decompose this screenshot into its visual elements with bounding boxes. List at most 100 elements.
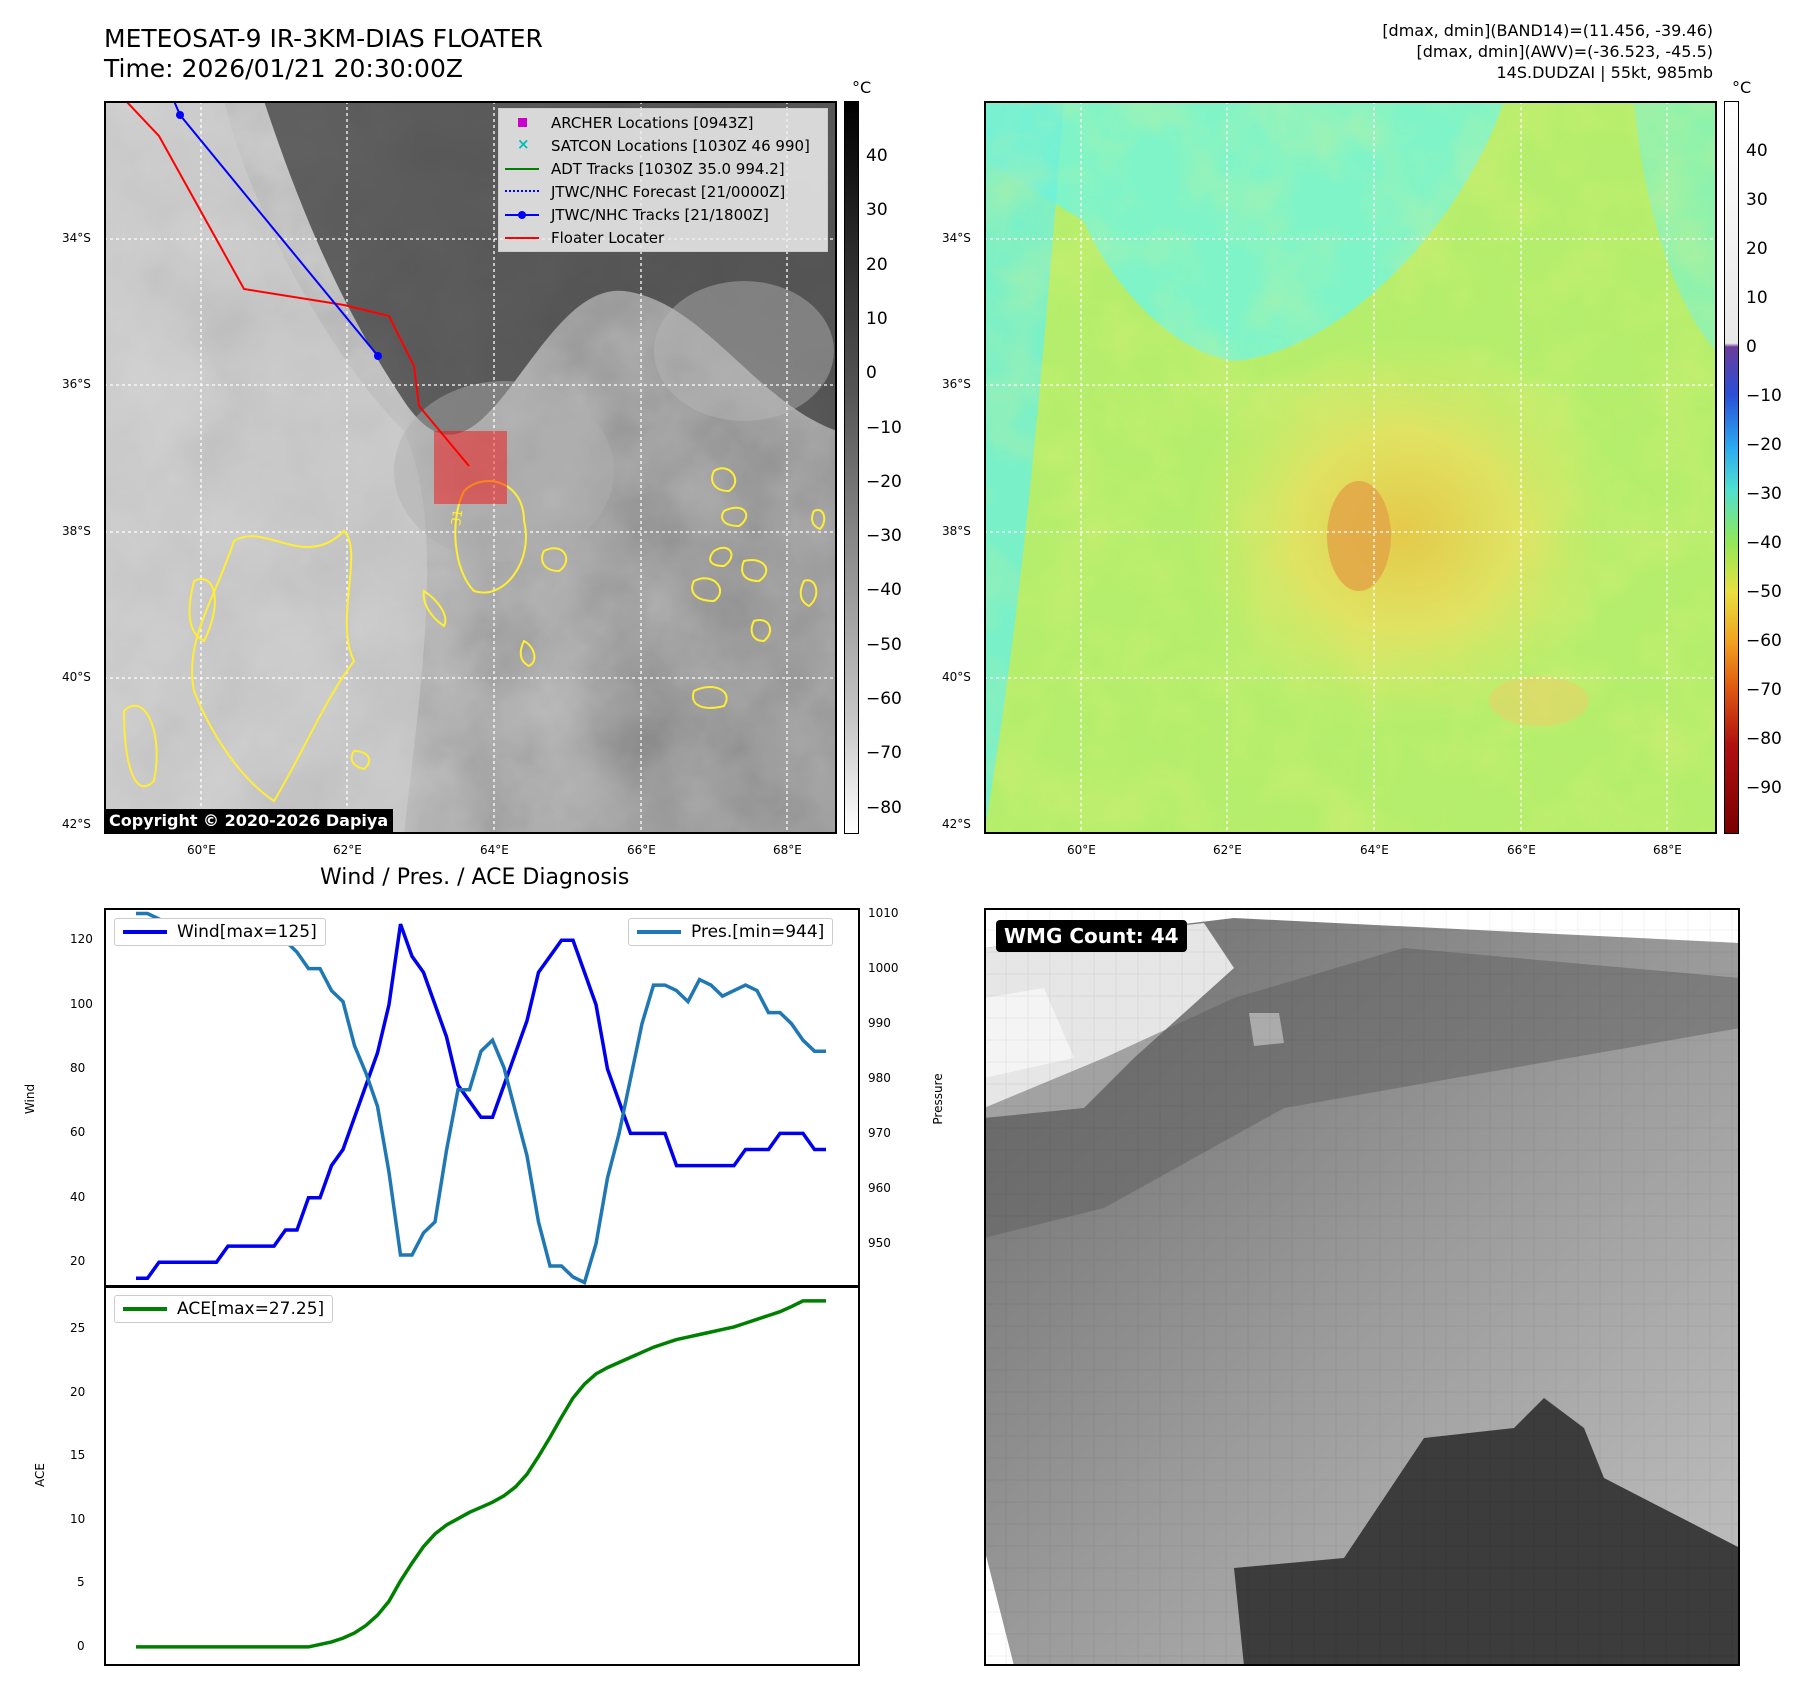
title-line2: Time: 2026/01/21 20:30:00Z — [104, 54, 463, 83]
wv-colorbar-tick: −60 — [1746, 631, 1782, 651]
pressure-tick-label: 990 — [868, 1015, 891, 1030]
legend-item-archer: ARCHER Locations [0943Z] — [499, 112, 827, 134]
wv-lat-tick: 38°S — [942, 524, 971, 538]
ir-lon-tick: 62°E — [333, 843, 362, 857]
ir-colorbar-tick: 40 — [866, 146, 888, 166]
ir-colorbar-tick: 30 — [866, 200, 888, 221]
ace-tick-label: 25 — [70, 1321, 86, 1336]
ir-colorbar-tick: −40 — [866, 580, 902, 601]
ir-lat-tick: 34°S — [62, 231, 91, 245]
wv-colorbar-tick: −70 — [1746, 680, 1782, 700]
ir-colorbar-tick: −80 — [866, 797, 902, 818]
wv-colorbar-tick: −20 — [1746, 435, 1782, 455]
wv-lon-tick: 66°E — [1507, 843, 1536, 857]
wv-lat-tick: 34°S — [942, 231, 971, 245]
wv-colorbar-tick: −50 — [1746, 582, 1782, 602]
wv-gridlines — [984, 101, 1717, 834]
pres-legend-label: Pres.[min=944] — [691, 922, 825, 942]
legend-line-icon — [123, 930, 167, 934]
pressure-legend: Pres.[min=944] — [628, 918, 834, 946]
wv-colorbar-tick: 10 — [1746, 288, 1768, 308]
wv-lat-tick: 42°S — [942, 817, 971, 831]
jtwc-track-point — [176, 111, 184, 119]
wind-legend-label: Wind[max=125] — [177, 922, 317, 942]
x-marker-icon: × — [517, 135, 530, 153]
wv-colorbar-tick: 40 — [1746, 141, 1768, 161]
ir-colorbar-tick: 20 — [866, 254, 888, 275]
ir-colorbar-unit: °C — [852, 78, 872, 97]
ace-frame — [104, 1285, 860, 1666]
legend-item-jtwc-forecast: JTWC/NHC Forecast [21/0000Z] — [499, 181, 827, 203]
wv-colorbar — [1724, 101, 1739, 834]
dotted-line-icon — [505, 190, 539, 192]
wv-lon-tick: 64°E — [1360, 843, 1389, 857]
wind-line — [136, 923, 826, 1281]
ir-lon-tick: 68°E — [773, 843, 802, 857]
ir-colorbar — [844, 101, 859, 834]
wind-pressure-frame — [104, 908, 860, 1288]
pressure-tick-label: 1010 — [868, 905, 899, 920]
ir-lat-tick: 36°S — [62, 377, 91, 391]
legend-label: SATCON Locations [1030Z 46 990] — [551, 137, 810, 155]
wv-colorbar-tick: −80 — [1746, 729, 1782, 749]
figure-title: METEOSAT-9 IR-3KM-DIAS FLOATER Time: 202… — [104, 24, 543, 84]
legend-item-floater: Floater Locater — [499, 227, 827, 249]
wind-legend: Wind[max=125] — [114, 918, 326, 946]
ace-axis-label: ACE — [33, 1463, 47, 1487]
pressure-tick-label: 950 — [868, 1235, 891, 1250]
line-marker-icon — [505, 168, 539, 170]
wmg-panel — [984, 908, 1740, 1666]
wind-tick-label: 80 — [70, 1061, 86, 1076]
wind-tick-label: 20 — [70, 1254, 86, 1269]
legend-item-jtwc-tracks: JTWC/NHC Tracks [21/1800Z] — [499, 204, 827, 226]
jtwc-track-point — [374, 352, 382, 360]
wv-colorbar-tick: −30 — [1746, 484, 1782, 504]
ace-chart — [136, 1299, 826, 1649]
wv-colorbar-tick: 30 — [1746, 190, 1768, 210]
wind-tick-label: 100 — [70, 996, 93, 1011]
wv-colorbar-tick: 20 — [1746, 239, 1768, 259]
wv-colorbar-unit: °C — [1732, 78, 1752, 97]
ir-lon-tick: 66°E — [627, 843, 656, 857]
ir-lat-tick: 38°S — [62, 524, 91, 538]
line-marker-icon — [505, 237, 539, 239]
ir-colorbar-tick: −70 — [866, 743, 902, 764]
wv-image-panel — [984, 101, 1717, 834]
wv-colorbar-tick: −90 — [1746, 778, 1782, 798]
diagnosis-title: Wind / Pres. / ACE Diagnosis — [320, 865, 630, 890]
ir-lon-tick: 60°E — [187, 843, 216, 857]
info-line1: [dmax, dmin](BAND14)=(11.456, -39.46) — [1382, 21, 1713, 40]
wmg-count-badge: WMG Count: 44 — [996, 920, 1187, 952]
wind-tick-label: 120 — [70, 932, 93, 947]
wv-lat-tick: 36°S — [942, 377, 971, 391]
ir-legend: ARCHER Locations [0943Z] × SATCON Locati… — [498, 108, 828, 252]
ir-colorbar-tick: −30 — [866, 526, 902, 547]
ir-colorbar-tick: −60 — [866, 689, 902, 709]
wv-lat-tick: 40°S — [942, 670, 971, 684]
info-line3: 14S.DUDZAI | 55kt, 985mb — [1496, 63, 1714, 82]
legend-label: JTWC/NHC Forecast [21/0000Z] — [551, 183, 786, 201]
pressure-tick-label: 970 — [868, 1125, 891, 1140]
copyright-badge: Copyright © 2020-2026 Dapiya — [104, 809, 394, 832]
info-line2: [dmax, dmin](AWV)=(-36.523, -45.5) — [1416, 42, 1713, 61]
wind-tick-label: 40 — [70, 1189, 86, 1204]
legend-label: Floater Locater — [551, 229, 665, 247]
legend-item-satcon: × SATCON Locations [1030Z 46 990] — [499, 135, 827, 157]
ir-colorbar-tick: −10 — [866, 417, 902, 438]
legend-label: ADT Tracks [1030Z 35.0 994.2] — [551, 160, 785, 178]
wind-axis-label: Wind — [23, 1083, 37, 1115]
ace-tick-label: 20 — [70, 1384, 86, 1399]
wv-colorbar-tick: −10 — [1746, 386, 1782, 406]
ir-colorbar-tick: 10 — [866, 308, 888, 329]
storm-info: [dmax, dmin](BAND14)=(11.456, -39.46) [d… — [1382, 20, 1713, 83]
pressure-axis-label: Pressure — [931, 1073, 945, 1125]
ir-lat-tick: 42°S — [62, 817, 91, 831]
wv-lon-tick: 62°E — [1213, 843, 1242, 857]
ace-tick-label: 15 — [70, 1448, 86, 1463]
dot-marker-icon — [518, 211, 526, 219]
ace-tick-label: 0 — [77, 1638, 85, 1653]
ace-legend-label: ACE[max=27.25] — [177, 1299, 325, 1319]
ir-overlay: -31 — [104, 101, 837, 834]
square-marker-icon — [518, 118, 527, 127]
legend-item-adt: ADT Tracks [1030Z 35.0 994.2] — [499, 158, 827, 180]
